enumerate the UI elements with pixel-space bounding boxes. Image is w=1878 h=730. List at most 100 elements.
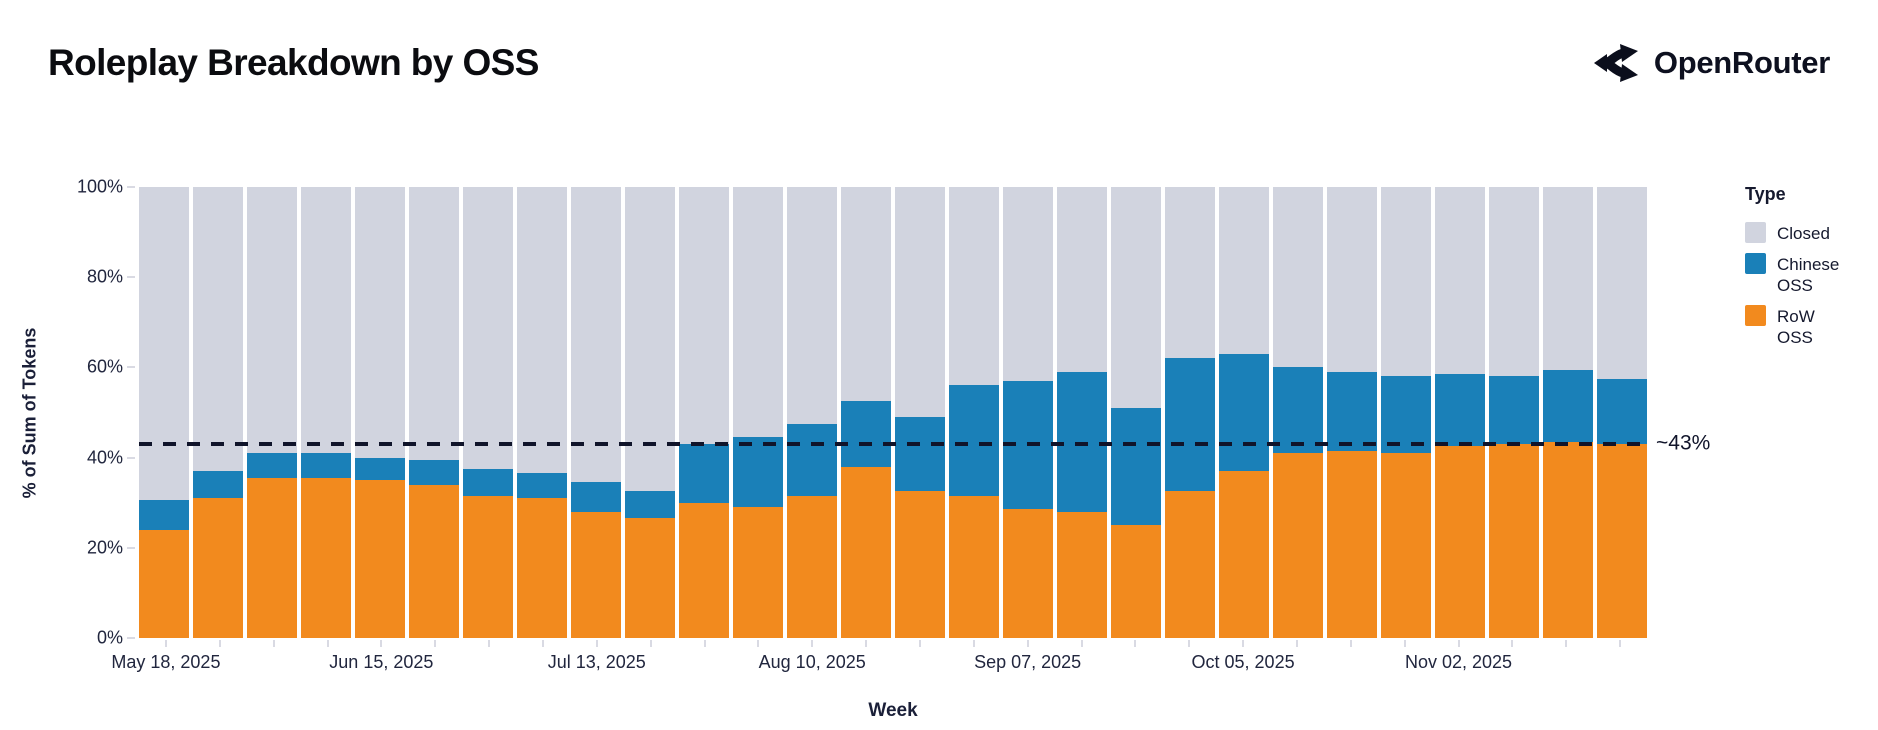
bar-segment-chinese-oss[interactable] [895,417,945,492]
bar-segment-closed[interactable] [517,187,567,474]
legend-item-row-oss[interactable]: RoW OSS [1745,305,1865,348]
bar-segment-closed[interactable] [1543,187,1593,370]
bar-segment-row-oss[interactable] [1111,525,1161,638]
bar-segment-closed[interactable] [949,187,999,386]
bar-week-nov-23-2025[interactable] [1597,187,1647,638]
bar-segment-closed[interactable] [463,187,513,469]
bar-segment-row-oss[interactable] [787,495,837,638]
bar-week-may-25-2025[interactable] [193,187,243,638]
bar-week-sep-21-2025[interactable] [1111,187,1161,638]
bar-week-jun-22-2025[interactable] [409,187,459,638]
bar-week-jun-08-2025[interactable] [301,187,351,638]
bar-week-jun-29-2025[interactable] [463,187,513,638]
bar-segment-chinese-oss[interactable] [247,453,297,478]
bar-segment-closed[interactable] [1219,187,1269,354]
bar-segment-row-oss[interactable] [139,529,189,638]
bar-segment-chinese-oss[interactable] [1489,376,1539,445]
bar-segment-chinese-oss[interactable] [787,423,837,496]
bar-segment-row-oss[interactable] [247,477,297,638]
bar-week-aug-31-2025[interactable] [949,187,999,638]
bar-segment-chinese-oss[interactable] [1327,371,1377,451]
bar-segment-chinese-oss[interactable] [679,444,729,503]
bar-segment-row-oss[interactable] [571,511,621,638]
bar-segment-row-oss[interactable] [1003,509,1053,638]
bar-segment-closed[interactable] [301,187,351,454]
bar-segment-row-oss[interactable] [625,518,675,638]
bar-segment-chinese-oss[interactable] [139,500,189,530]
bar-segment-closed[interactable] [193,187,243,472]
bar-segment-row-oss[interactable] [517,498,567,638]
bar-segment-chinese-oss[interactable] [1381,376,1431,454]
bar-week-oct-19-2025[interactable] [1327,187,1377,638]
bar-segment-closed[interactable] [1597,187,1647,379]
bar-segment-chinese-oss[interactable] [733,437,783,508]
legend-item-chinese-oss[interactable]: Chinese OSS [1745,253,1865,296]
bar-segment-row-oss[interactable] [301,477,351,638]
bar-segment-closed[interactable] [1489,187,1539,377]
bar-segment-closed[interactable] [139,187,189,501]
bar-week-oct-12-2025[interactable] [1273,187,1323,638]
bar-week-sep-14-2025[interactable] [1057,187,1107,638]
bar-segment-closed[interactable] [355,187,405,458]
bar-segment-chinese-oss[interactable] [1597,378,1647,445]
bar-segment-chinese-oss[interactable] [517,473,567,499]
bar-segment-row-oss[interactable] [841,466,891,638]
bar-week-nov-02-2025[interactable] [1435,187,1485,638]
bar-segment-closed[interactable] [247,187,297,454]
bar-segment-chinese-oss[interactable] [409,459,459,485]
bar-week-jun-15-2025[interactable] [355,187,405,638]
bar-segment-chinese-oss[interactable] [1111,407,1161,526]
bar-segment-row-oss[interactable] [949,495,999,638]
bar-week-nov-16-2025[interactable] [1543,187,1593,638]
bar-segment-row-oss[interactable] [1165,491,1215,638]
bar-segment-chinese-oss[interactable] [355,457,405,481]
bar-segment-closed[interactable] [625,187,675,492]
bar-segment-closed[interactable] [571,187,621,483]
bar-segment-closed[interactable] [787,187,837,424]
bar-segment-row-oss[interactable] [679,502,729,638]
bar-week-may-18-2025[interactable] [139,187,189,638]
bar-segment-row-oss[interactable] [1219,471,1269,638]
bar-segment-closed[interactable] [1165,187,1215,359]
bar-segment-closed[interactable] [1273,187,1323,368]
bar-week-aug-17-2025[interactable] [841,187,891,638]
bar-segment-chinese-oss[interactable] [1219,353,1269,472]
bar-segment-row-oss[interactable] [1273,453,1323,638]
bar-segment-row-oss[interactable] [355,480,405,638]
bar-week-jul-27-2025[interactable] [679,187,729,638]
bar-segment-row-oss[interactable] [193,498,243,638]
bar-segment-row-oss[interactable] [1597,444,1647,638]
bar-segment-chinese-oss[interactable] [841,401,891,467]
bar-week-sep-07-2025[interactable] [1003,187,1053,638]
bar-segment-chinese-oss[interactable] [571,482,621,512]
bar-week-oct-26-2025[interactable] [1381,187,1431,638]
bar-segment-row-oss[interactable] [1381,453,1431,638]
bar-week-sep-28-2025[interactable] [1165,187,1215,638]
bar-segment-row-oss[interactable] [1489,444,1539,638]
bar-segment-closed[interactable] [1381,187,1431,377]
bar-segment-closed[interactable] [1435,187,1485,375]
bar-segment-closed[interactable] [1327,187,1377,372]
bar-segment-chinese-oss[interactable] [1435,374,1485,447]
bar-week-jul-06-2025[interactable] [517,187,567,638]
bar-segment-closed[interactable] [1057,187,1107,372]
bar-segment-closed[interactable] [733,187,783,438]
bar-segment-row-oss[interactable] [1435,446,1485,638]
bar-week-jun-01-2025[interactable] [247,187,297,638]
bar-segment-chinese-oss[interactable] [625,491,675,519]
bar-segment-chinese-oss[interactable] [1057,371,1107,512]
bar-segment-chinese-oss[interactable] [193,471,243,499]
bar-segment-chinese-oss[interactable] [1543,369,1593,442]
bar-segment-chinese-oss[interactable] [949,385,999,496]
bar-segment-closed[interactable] [841,187,891,402]
bar-week-aug-10-2025[interactable] [787,187,837,638]
bar-segment-row-oss[interactable] [895,491,945,638]
bar-segment-row-oss[interactable] [1327,450,1377,638]
bar-week-nov-09-2025[interactable] [1489,187,1539,638]
bar-week-aug-03-2025[interactable] [733,187,783,638]
bar-segment-chinese-oss[interactable] [1165,358,1215,492]
bar-week-oct-05-2025[interactable] [1219,187,1269,638]
bar-segment-chinese-oss[interactable] [301,453,351,478]
bar-segment-row-oss[interactable] [733,507,783,638]
bar-segment-row-oss[interactable] [409,484,459,638]
